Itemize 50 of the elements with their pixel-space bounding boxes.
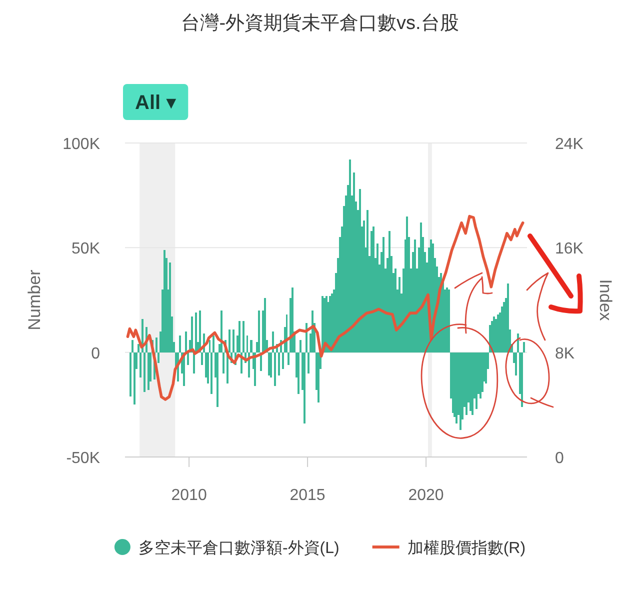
x-tick-label: 2020 xyxy=(408,487,444,504)
bar xyxy=(406,216,408,352)
bar xyxy=(216,352,219,407)
bar xyxy=(258,310,260,352)
bar xyxy=(420,222,422,352)
bar xyxy=(366,210,369,352)
y-tick-label: -50K xyxy=(66,450,100,467)
bar xyxy=(298,352,300,394)
bar xyxy=(448,290,450,352)
bar xyxy=(132,340,134,352)
bar xyxy=(308,352,310,374)
bar xyxy=(140,352,142,378)
bar xyxy=(264,298,266,352)
y-tick-label: 50K xyxy=(72,240,100,258)
bar xyxy=(210,352,213,394)
legend-label: 加權股價指數(R) xyxy=(407,539,526,557)
bar xyxy=(187,352,190,365)
bar xyxy=(212,336,215,352)
title: 台灣-外資期貨未平倉口數vs.台股 xyxy=(181,13,459,34)
bar xyxy=(282,352,284,370)
bar xyxy=(311,310,314,352)
bar xyxy=(192,352,195,374)
annotation: All ▾ xyxy=(123,84,188,120)
bar xyxy=(200,352,203,365)
bar xyxy=(169,262,172,352)
bar xyxy=(288,352,290,365)
bar xyxy=(278,352,280,376)
bar xyxy=(274,352,276,386)
bar xyxy=(292,287,294,352)
y-tick-label: 0 xyxy=(91,345,100,362)
bar xyxy=(254,352,256,386)
bar xyxy=(372,226,375,352)
y2-tick-label: 0 xyxy=(555,450,564,467)
bar xyxy=(155,338,158,352)
y2-tick-label: 24K xyxy=(555,136,584,153)
bar xyxy=(331,294,334,352)
bar xyxy=(130,352,132,396)
y-tick-label: 100K xyxy=(62,136,100,153)
bar xyxy=(414,239,416,352)
bar xyxy=(220,310,223,352)
bar xyxy=(250,340,252,352)
x-tick-label: 2015 xyxy=(290,487,326,504)
y-axis-title: Number xyxy=(25,269,44,330)
bar xyxy=(179,336,182,352)
bar xyxy=(382,237,384,352)
bar xyxy=(358,189,361,352)
y2-axis-title: Index xyxy=(596,279,615,322)
x-tick-label: 2010 xyxy=(171,487,207,504)
bar xyxy=(163,250,166,352)
y2-tick-label: 8K xyxy=(555,345,575,362)
